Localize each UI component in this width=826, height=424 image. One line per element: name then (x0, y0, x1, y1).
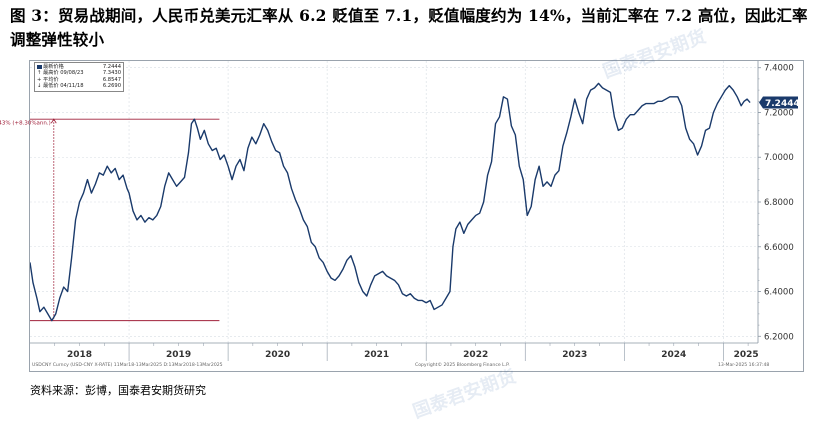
legend-row-average: + 平均价 6.8547 (37, 77, 121, 83)
legend-value: 7.3430 (102, 70, 121, 77)
legend-row-high: ↑ 最高价 09/08/23 7.3430 (37, 70, 121, 76)
last-value-badge: 7.2444 (759, 96, 800, 109)
footer-right-text: 13-Mar-2025 16:37:48 (718, 362, 769, 368)
last-value-badge-label: 7.2444 (765, 99, 800, 109)
y-tick-label: 6.8000 (764, 198, 794, 208)
x-tick-label: 2021 (364, 350, 389, 360)
figure-title: 图 3：贸易战期间，人民币兑美元汇率从 6.2 贬值至 7.1，贬值幅度约为 1… (10, 6, 808, 49)
series-line (30, 82, 751, 322)
y-tick-label: 7.4000 (764, 64, 794, 74)
x-tick-label: 2019 (166, 350, 191, 360)
chart-legend: 最新价格 7.2444 ↑ 最高价 09/08/23 7.3430 + 平均价 6.8… (34, 62, 124, 92)
legend-value: 6.8547 (102, 76, 121, 83)
series-group (30, 82, 751, 322)
annotation-label: +14.43% (+8.30%ann.) (0, 121, 51, 127)
legend-label: 最高价 09/08/23 (43, 70, 84, 77)
annotation-group: +14.43% (+8.30%ann.) (0, 118, 220, 322)
x-axis: 2018 2019 2020 2021 2022 2023 2024 2025 (30, 342, 759, 361)
last-value-badge-shape (759, 96, 798, 109)
y-axis: 6.2000 6.4000 6.6000 6.8000 7.0000 7.2000 7.40… (757, 61, 794, 343)
chart-frame (29, 60, 804, 372)
legend-label: 最新价格 (43, 64, 64, 70)
x-tick-label: 2018 (67, 350, 92, 360)
legend-value: 7.2444 (102, 64, 121, 70)
legend-swatch (37, 64, 42, 69)
legend-row-latest: 最新价格 7.2444 (37, 64, 121, 70)
x-tick-label: 2025 (734, 350, 759, 360)
annotation-arrow-icon (50, 118, 57, 124)
x-tick-label: 2020 (265, 350, 290, 360)
footer-left-text: USDCNY Curncy (USD-CNY X-RATE) 11Mar18-1… (32, 362, 223, 368)
y-tick-label: 7.2000 (764, 108, 794, 118)
legend-marker-high: ↑ (37, 70, 43, 77)
y-tick-label: 6.4000 (764, 288, 794, 298)
x-tick-label: 2023 (562, 350, 587, 360)
legend-row-low: ↓ 最低价 04/11/18 6.2690 (37, 83, 121, 89)
legend-label: 平均价 (43, 76, 59, 83)
legend-value: 6.2690 (102, 83, 121, 90)
x-tick-label: 2024 (661, 350, 686, 360)
source-note: 资料来源：彭博，国泰君安期货研究 (30, 384, 206, 397)
y-tick-label: 6.2000 (764, 332, 794, 342)
y-tick-label: 6.6000 (764, 243, 794, 253)
footer-mid-text: Copyright© 2025 Bloomberg Finance L.P. (415, 361, 510, 368)
exchange-rate-chart: +14.43% (+8.30%ann.) 2018 2019 2020 2021 202… (0, 61, 800, 368)
legend-label: 最低价 04/11/18 (43, 83, 84, 90)
legend-marker-low: ↓ (37, 83, 43, 90)
legend-marker-avg: + (37, 76, 43, 83)
y-tick-label: 7.0000 (764, 153, 794, 163)
x-tick-label: 2022 (463, 350, 488, 360)
